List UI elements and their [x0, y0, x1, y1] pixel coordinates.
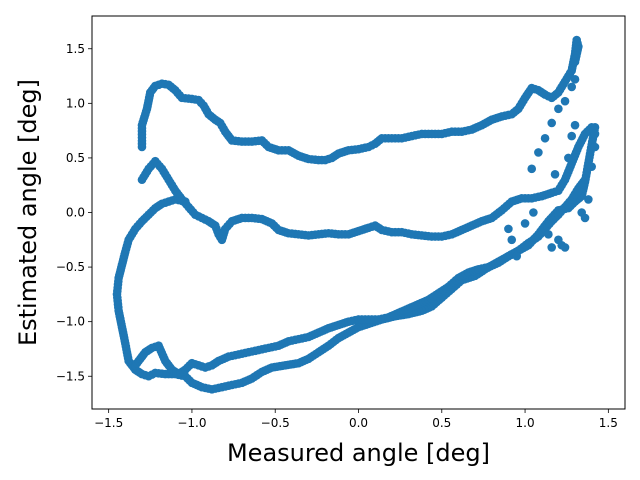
data-point: [587, 162, 596, 171]
data-point: [550, 169, 560, 179]
data-point: [580, 213, 590, 223]
data-point: [540, 133, 550, 143]
x-tick-label: −0.5: [261, 416, 290, 430]
y-tick-label: −0.5: [56, 260, 85, 274]
data-point: [547, 243, 557, 252]
data-point: [570, 75, 580, 84]
data-point: [574, 186, 583, 195]
data-point: [564, 153, 573, 163]
data-point: [570, 57, 580, 67]
y-tick-label: −1.5: [56, 369, 85, 383]
data-point: [512, 251, 522, 261]
x-tick-label: 1.0: [516, 416, 535, 430]
y-tick-label: 1.5: [66, 42, 85, 56]
data-point: [529, 208, 538, 217]
data-point: [584, 195, 593, 204]
data-point: [534, 148, 543, 157]
data-point: [560, 243, 570, 252]
y-axis-ticks: −1.5 −1.0 −0.5 0.0 0.5 1.0 1.5: [56, 42, 92, 383]
data-point: [580, 175, 590, 185]
x-tick-label: 0.5: [432, 416, 451, 430]
data-point: [507, 235, 517, 245]
x-tick-label: −1.5: [94, 416, 123, 430]
x-axis-label: Measured angle [deg]: [227, 439, 490, 467]
data-point: [547, 118, 557, 128]
data-point: [554, 104, 563, 114]
data-point: [590, 129, 600, 139]
data-point: [590, 142, 600, 152]
x-tick-label: −1.0: [177, 416, 206, 430]
y-tick-label: −1.0: [56, 315, 85, 329]
x-axis-ticks: −1.5 −1.0 −0.5 0.0 0.5 1.0 1.5: [94, 409, 618, 430]
data-point: [520, 219, 530, 228]
data-point: [560, 96, 570, 106]
data-point: [567, 82, 576, 92]
data-point: [567, 131, 576, 141]
data-point: [544, 230, 553, 239]
y-axis-label: Estimated angle [deg]: [14, 79, 42, 346]
x-tick-label: 1.5: [599, 416, 618, 430]
y-tick-label: 1.0: [66, 96, 85, 110]
data-point: [527, 164, 537, 174]
x-tick-label: 0.0: [349, 416, 368, 430]
data-point: [504, 224, 513, 234]
data-points: [112, 35, 600, 394]
y-tick-label: 0.5: [66, 151, 85, 165]
y-tick-label: 0.0: [66, 206, 85, 220]
data-point: [537, 191, 547, 201]
data-point: [570, 120, 580, 130]
